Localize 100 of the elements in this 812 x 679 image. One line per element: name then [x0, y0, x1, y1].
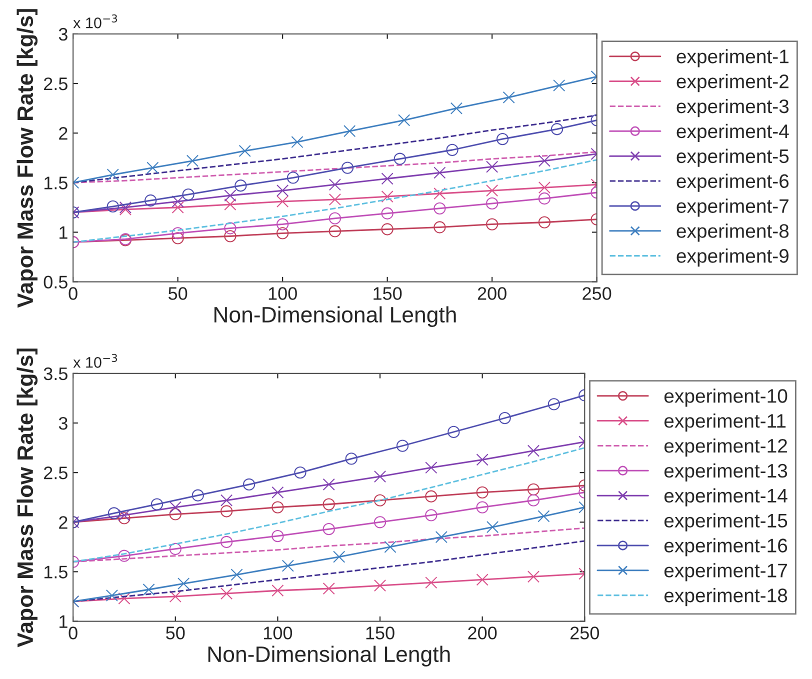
- x-axis-title: Non-Dimensional Length: [214, 306, 456, 327]
- point: [272, 530, 284, 542]
- point: [476, 574, 488, 586]
- point: [282, 560, 294, 572]
- point: [425, 490, 438, 502]
- point: [224, 222, 236, 234]
- text: x 10$^{−3}$: [73, 14, 118, 28]
- legend-label: experiment-12: [664, 438, 787, 457]
- x-tick-label: 250: [570, 626, 599, 640]
- y-tick-label: 2: [59, 516, 68, 529]
- legend-label: experiment-6: [676, 174, 789, 192]
- point: [425, 509, 438, 522]
- legend-label: experiment-1: [676, 49, 788, 68]
- legend-label: experiment-15: [664, 513, 788, 532]
- point: [224, 198, 236, 211]
- legend-label: experiment-2: [676, 74, 788, 92]
- x-tick-label: 150: [374, 287, 402, 300]
- y-tick-label: 1.5: [44, 566, 68, 578]
- point: [169, 590, 182, 603]
- y-tick-label: 3.5: [44, 367, 68, 380]
- point: [328, 178, 342, 191]
- point: [106, 589, 118, 602]
- point: [150, 498, 164, 510]
- x-tick-label: 150: [366, 626, 394, 640]
- point: [538, 192, 551, 205]
- x-tick-label: 100: [264, 626, 292, 640]
- point: [118, 512, 130, 524]
- point: [276, 218, 289, 230]
- point: [446, 144, 458, 156]
- point: [322, 478, 335, 491]
- point: [169, 508, 182, 520]
- legend-label: experiment-14: [664, 488, 788, 506]
- point: [178, 578, 190, 590]
- point: [450, 102, 463, 114]
- point: [434, 221, 446, 234]
- y-tick-label: 2.5: [44, 466, 68, 480]
- point: [328, 193, 342, 206]
- point: [538, 510, 550, 522]
- point: [108, 507, 120, 520]
- legend-label: experiment-17: [664, 563, 787, 582]
- legend-label: experiment-5: [676, 148, 789, 167]
- point: [344, 125, 356, 138]
- point: [502, 91, 515, 104]
- point: [106, 168, 119, 181]
- point: [553, 79, 566, 92]
- y-tick-label: 2.5: [44, 77, 68, 90]
- point: [341, 162, 354, 174]
- point: [276, 184, 289, 197]
- point: [381, 223, 394, 236]
- point: [548, 398, 560, 410]
- legend-label: experiment-9: [676, 248, 788, 267]
- line-series: [73, 540, 585, 602]
- point: [498, 412, 511, 424]
- point: [106, 200, 119, 213]
- y-tick-label: 1: [60, 615, 68, 628]
- point: [496, 132, 509, 146]
- point: [146, 162, 159, 174]
- point: [435, 530, 448, 544]
- y-tick-label: 3: [58, 28, 68, 41]
- point: [476, 501, 488, 514]
- legend-label: experiment-18: [664, 588, 788, 606]
- legend-label: experiment-16: [664, 538, 788, 556]
- point: [144, 194, 157, 207]
- point: [538, 154, 551, 167]
- point: [220, 505, 233, 518]
- point: [242, 478, 256, 491]
- y-axis-title: Vapor Mass Flow Rate [kg/s]: [16, 348, 38, 648]
- point: [230, 568, 243, 581]
- point: [486, 521, 499, 534]
- point: [272, 486, 284, 498]
- point: [224, 189, 236, 202]
- point: [172, 227, 184, 240]
- point: [294, 466, 306, 479]
- point: [172, 232, 184, 244]
- x-tick-label: 250: [582, 287, 612, 300]
- point: [118, 550, 130, 562]
- point: [486, 197, 498, 210]
- point: [425, 576, 438, 589]
- point: [142, 583, 155, 596]
- x-tick-label: 0: [68, 626, 78, 640]
- point: [182, 188, 194, 201]
- y-tick-label: 2: [59, 127, 68, 140]
- point: [192, 489, 204, 502]
- point: [396, 440, 409, 452]
- point: [394, 152, 406, 165]
- x-tick-label: 0: [68, 287, 78, 300]
- point: [333, 550, 346, 563]
- point: [527, 483, 540, 496]
- point: [486, 184, 498, 197]
- text: x 10$^{−3}$: [73, 354, 118, 368]
- x-tick-label: 100: [268, 287, 297, 300]
- legend-label: experiment-7: [676, 198, 788, 217]
- point: [527, 444, 540, 457]
- point: [345, 452, 358, 465]
- x-tick-label: 200: [478, 287, 506, 300]
- point: [374, 470, 386, 483]
- point: [328, 225, 342, 238]
- point: [374, 516, 386, 528]
- point: [291, 136, 304, 148]
- point: [276, 227, 289, 240]
